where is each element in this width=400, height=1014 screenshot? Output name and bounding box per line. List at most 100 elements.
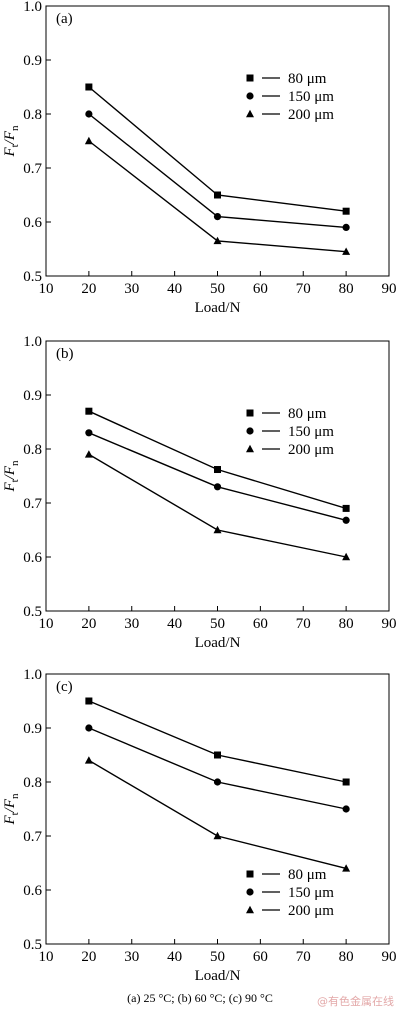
x-tick-label: 60	[253, 281, 268, 297]
x-tick-label: 40	[167, 949, 182, 965]
series-group	[85, 407, 350, 512]
data-point	[213, 525, 222, 534]
panel-label: (c)	[56, 679, 73, 695]
data-point	[342, 516, 350, 524]
legend-label: 200 μm	[288, 442, 334, 458]
y-tick-label: 0.6	[23, 215, 42, 231]
y-axis-title-part: /F	[2, 798, 18, 813]
y-axis-title-subscript: n	[9, 793, 21, 799]
x-tick-label: 30	[124, 616, 139, 632]
legend-label: 200 μm	[288, 107, 334, 123]
series-group	[84, 450, 351, 561]
y-axis-title: Ft/Fn	[2, 125, 21, 158]
data-point	[342, 223, 350, 231]
y-axis-title-part: /F	[2, 465, 18, 480]
y-axis-title-subscript: t	[9, 479, 21, 482]
chart-panel: 10 20 30 40 50 60 70 80 90 0.5 0.6 0.7 0.8 0.9 1.0 Load…	[2, 667, 397, 984]
plot-frame	[45, 673, 390, 945]
data-point	[84, 136, 93, 145]
x-axis-title: Load/N	[195, 968, 241, 984]
legend-label: 80 μm	[288, 867, 327, 883]
data-point	[214, 751, 221, 759]
panel-label: (a)	[56, 11, 73, 27]
y-tick-label: 0.6	[23, 550, 42, 566]
data-point	[85, 407, 93, 415]
data-point	[342, 778, 350, 786]
y-tick-label: 0.5	[23, 269, 42, 285]
data-point	[213, 236, 222, 245]
y-tick-label: 0.5	[23, 604, 42, 620]
legend-marker	[246, 427, 254, 435]
legend-label: 150 μm	[288, 89, 334, 105]
x-tick-label: 50	[210, 281, 225, 297]
x-tick-label: 40	[167, 281, 182, 297]
chart-panel: 10 20 30 40 50 60 70 80 90 0.5 0.6 0.7 0.8 0.9 1.0 Load…	[2, 0, 397, 316]
x-tick-label: 50	[210, 949, 225, 965]
data-point	[342, 247, 351, 255]
x-tick-label: 10	[39, 616, 54, 632]
y-tick-label: 0.6	[23, 883, 42, 899]
y-axis-title: Ft/Fn	[2, 460, 21, 493]
x-tick-label: 30	[124, 949, 139, 965]
x-tick-label: 80	[339, 281, 354, 297]
figure-caption: (a) 25 °C; (b) 60 °C; (c) 90 °C	[127, 991, 273, 1005]
legend-label: 80 μm	[288, 406, 327, 422]
legend-label: 80 μm	[288, 71, 327, 87]
data-point	[342, 552, 351, 561]
x-tick-label: 60	[253, 949, 268, 965]
series-group	[85, 724, 350, 813]
x-tick-label: 70	[296, 616, 311, 632]
series-group	[85, 429, 350, 524]
x-tick-label: 80	[339, 616, 354, 632]
y-axis-title-subscript: t	[9, 812, 21, 815]
data-point	[214, 191, 221, 199]
x-tick-label: 20	[81, 616, 96, 632]
series-group	[84, 136, 351, 255]
legend-marker	[246, 888, 254, 896]
x-tick-label: 60	[253, 616, 268, 632]
data-point	[85, 724, 93, 732]
y-tick-label: 0.7	[23, 161, 42, 177]
x-tick-label: 10	[39, 281, 54, 297]
y-axis-title-part: F	[2, 147, 18, 158]
y-tick-label: 1.0	[23, 0, 42, 15]
data-point	[342, 504, 350, 512]
data-point	[85, 429, 93, 437]
data-point	[85, 110, 93, 118]
data-point	[84, 756, 93, 764]
y-axis-title-part: /F	[2, 130, 18, 145]
y-tick-label: 0.8	[23, 107, 42, 123]
x-tick-label: 30	[124, 281, 139, 297]
y-axis-title-subscript: t	[9, 144, 21, 147]
y-tick-label: 0.8	[23, 775, 42, 791]
legend-marker	[246, 74, 254, 82]
x-tick-label: 90	[382, 949, 397, 965]
x-tick-label: 90	[382, 616, 397, 632]
y-axis-title: Ft/Fn	[2, 793, 21, 826]
x-axis-title: Load/N	[195, 635, 241, 651]
data-point	[213, 483, 222, 491]
x-tick-label: 20	[81, 949, 96, 965]
x-tick-label: 70	[296, 949, 311, 965]
plot-frame	[45, 340, 390, 612]
data-point	[213, 831, 222, 840]
y-tick-label: 0.5	[23, 937, 42, 953]
x-tick-label: 10	[39, 949, 54, 965]
legend-label: 200 μm	[288, 903, 334, 919]
y-tick-label: 1.0	[23, 667, 42, 683]
legend-marker	[246, 409, 254, 417]
data-point	[85, 697, 93, 705]
x-tick-label: 50	[210, 616, 225, 632]
plot-frame	[45, 5, 390, 277]
data-point	[342, 864, 351, 872]
watermark: @有色金属在线	[317, 995, 394, 1008]
data-point	[214, 466, 221, 474]
x-tick-label: 80	[339, 949, 354, 965]
data-point	[85, 83, 93, 91]
chart-panel: 10 20 30 40 50 60 70 80 90 0.5 0.6 0.7 0.8 0.9 1.0 Load…	[2, 334, 397, 651]
series-group	[84, 756, 351, 872]
data-point	[342, 805, 350, 813]
legend-marker	[246, 109, 254, 118]
series-line	[88, 727, 347, 810]
